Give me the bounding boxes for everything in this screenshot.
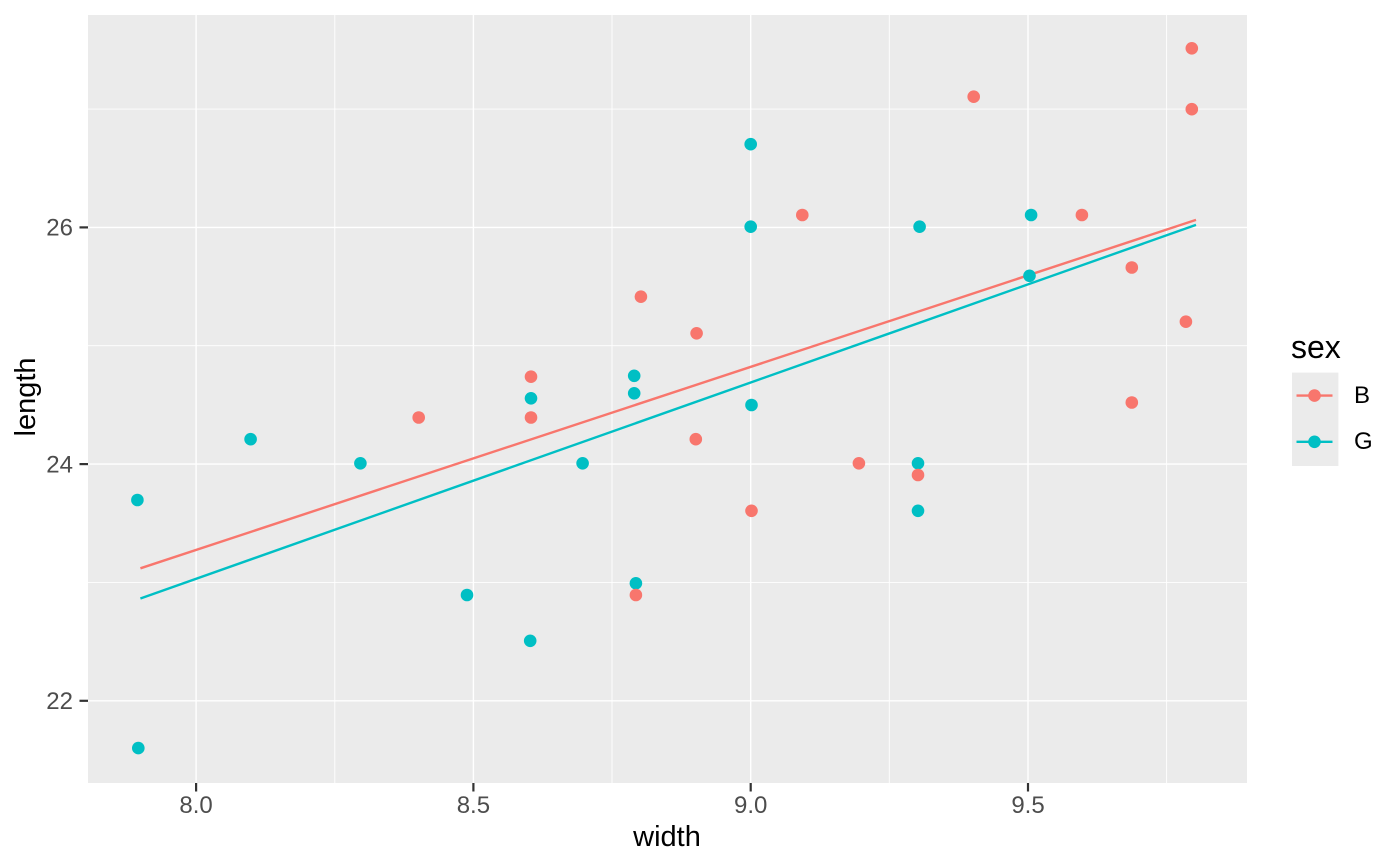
svg-text:9.0: 9.0	[734, 792, 767, 819]
svg-text:8.5: 8.5	[457, 792, 490, 819]
svg-text:B: B	[1354, 382, 1370, 409]
svg-text:22: 22	[46, 688, 73, 715]
svg-text:9.5: 9.5	[1011, 792, 1044, 819]
svg-text:length: length	[10, 357, 42, 436]
svg-text:G: G	[1354, 428, 1373, 455]
svg-text:sex: sex	[1291, 329, 1341, 365]
svg-text:width: width	[632, 821, 701, 853]
svg-text:8.0: 8.0	[179, 792, 212, 819]
svg-text:24: 24	[46, 451, 73, 478]
svg-text:26: 26	[46, 215, 73, 242]
